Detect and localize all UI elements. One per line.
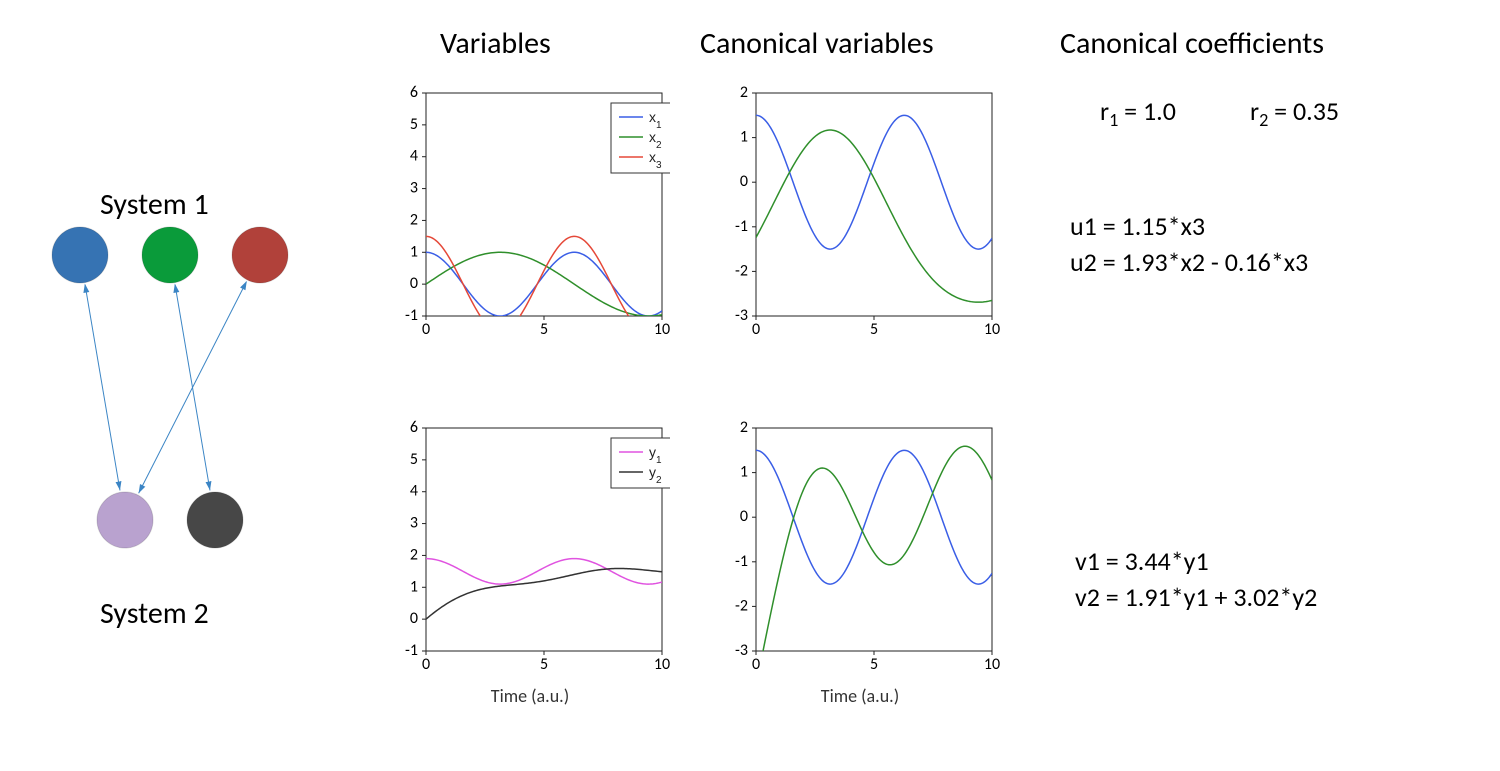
svg-text:0: 0 — [410, 609, 418, 628]
svg-text:0: 0 — [422, 320, 430, 339]
svg-text:1: 1 — [410, 577, 418, 596]
svg-text:2: 2 — [740, 420, 748, 437]
plot-box — [756, 428, 992, 651]
equation-u1: u1 = 1.15*x3 — [1070, 210, 1205, 242]
title-canonical-coefficients: Canonical coefficients — [1060, 25, 1324, 62]
xlabel-canonical: Time (a.u.) — [720, 685, 1000, 707]
r2-eq: = 0.35 — [1268, 95, 1339, 127]
svg-text:1: 1 — [740, 463, 748, 482]
page-root: Variables Canonical variables Canonical … — [0, 0, 1500, 771]
svg-text:4: 4 — [410, 147, 418, 166]
svg-text:-1: -1 — [405, 641, 418, 660]
svg-text:-1: -1 — [735, 217, 748, 236]
title-canonical-variables: Canonical variables — [700, 25, 934, 62]
r2-sub: 2 — [1259, 109, 1268, 131]
svg-text:5: 5 — [540, 655, 548, 674]
svg-text:-1: -1 — [405, 306, 418, 325]
svg-text:1: 1 — [410, 242, 418, 261]
svg-text:5: 5 — [870, 655, 878, 674]
svg-text:10: 10 — [984, 655, 1000, 674]
svg-text:5: 5 — [410, 115, 418, 134]
svg-text:0: 0 — [740, 507, 748, 526]
equation-v2: v2 = 1.91*y1 + 3.02*y2 — [1075, 581, 1317, 613]
svg-text:5: 5 — [870, 320, 878, 339]
svg-text:5: 5 — [410, 450, 418, 469]
svg-text:-3: -3 — [735, 641, 748, 660]
r1-sub: 1 — [1109, 109, 1118, 131]
svg-text:-1: -1 — [735, 552, 748, 571]
svg-text:3: 3 — [410, 514, 418, 533]
svg-text:3: 3 — [410, 179, 418, 198]
chart-canonical-top: -3 -2 -1 0 1 2 0 5 10 — [720, 85, 1000, 340]
system-node — [97, 492, 153, 548]
title-variables: Variables — [440, 25, 551, 62]
system-node — [142, 227, 198, 283]
edge — [85, 285, 120, 491]
svg-text:6: 6 — [410, 85, 418, 102]
svg-text:0: 0 — [740, 172, 748, 191]
r1-eq: = 1.0 — [1118, 95, 1176, 127]
equation-u2: u2 = 1.93*x2 - 0.16*x3 — [1070, 246, 1308, 278]
svg-text:6: 6 — [410, 420, 418, 437]
system-node — [52, 227, 108, 283]
chart-variables-top: -101234560510x1x2x3 — [390, 85, 670, 340]
system-diagram — [20, 0, 320, 771]
svg-text:0: 0 — [410, 274, 418, 293]
svg-text:5: 5 — [540, 320, 548, 339]
r2-value: r2 = 0.35 — [1250, 95, 1339, 131]
svg-text:-3: -3 — [735, 306, 748, 325]
equation-v1: v1 = 3.44*y1 — [1075, 545, 1209, 577]
chart-variables-bottom: -101234560510y1y2 — [390, 420, 670, 675]
svg-text:2: 2 — [410, 545, 418, 564]
svg-text:10: 10 — [654, 320, 670, 339]
svg-text:0: 0 — [422, 655, 430, 674]
svg-text:-2: -2 — [735, 261, 748, 280]
r2-sym: r — [1250, 95, 1259, 127]
chart-canonical-bottom: -3 -2 -1 0 1 2 0 5 10 — [720, 420, 1000, 675]
plot-box — [756, 93, 992, 316]
svg-text:0: 0 — [752, 655, 760, 674]
svg-text:4: 4 — [410, 482, 418, 501]
svg-text:0: 0 — [752, 320, 760, 339]
svg-text:2: 2 — [740, 85, 748, 102]
r1-value: r1 = 1.0 — [1100, 95, 1176, 131]
svg-text:2: 2 — [410, 210, 418, 229]
svg-text:10: 10 — [984, 320, 1000, 339]
edge — [175, 285, 210, 491]
svg-text:1: 1 — [740, 128, 748, 147]
r1-sym: r — [1100, 95, 1109, 127]
svg-text:-2: -2 — [735, 596, 748, 615]
system-node — [187, 492, 243, 548]
svg-text:10: 10 — [654, 655, 670, 674]
xlabel-variables: Time (a.u.) — [390, 685, 670, 707]
system-node — [232, 227, 288, 283]
